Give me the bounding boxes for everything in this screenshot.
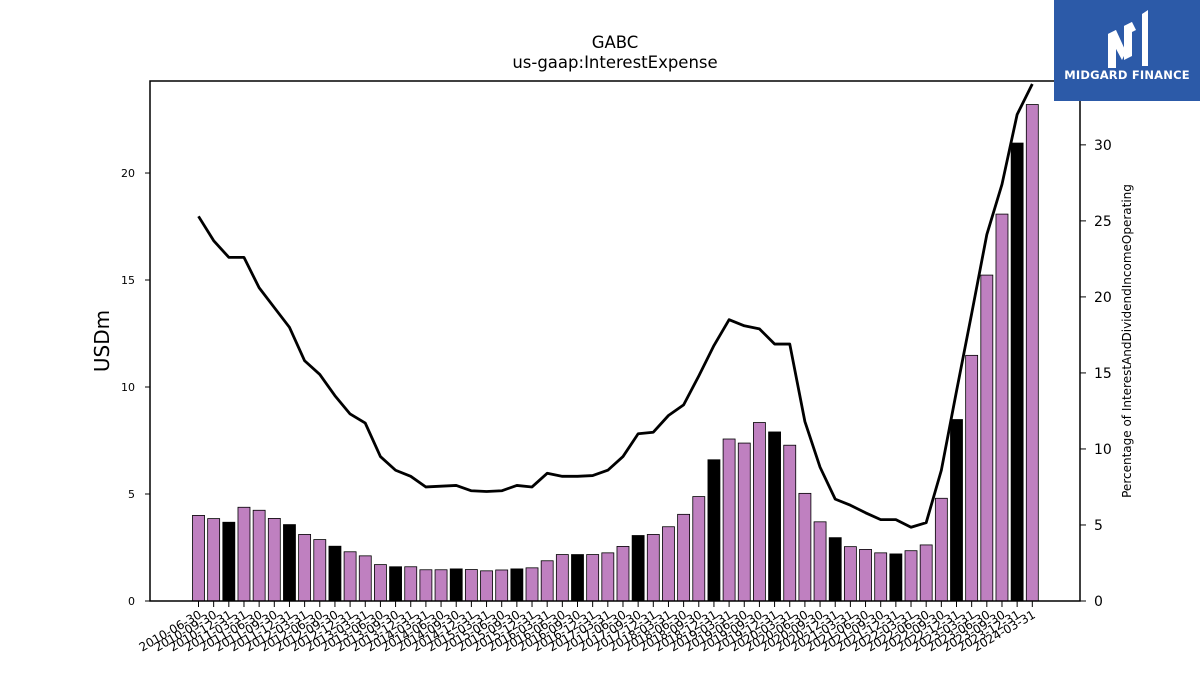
bar [813,521,827,602]
bar [722,438,736,602]
bar [1010,142,1024,602]
bar [449,568,463,602]
bar [510,568,524,602]
y-tick-label: 15 [121,274,135,287]
bar [222,521,236,602]
bar [753,422,766,602]
bar [934,497,948,602]
bar [328,545,342,602]
bar [692,496,706,602]
bar [646,534,660,602]
bar [737,442,751,602]
y2-tick-label: 25 [1094,214,1112,230]
bar [859,549,872,602]
bar [480,570,493,602]
bar [965,354,979,602]
bar [555,554,569,602]
bar [631,535,645,602]
bar [495,569,509,602]
bar [343,551,357,602]
bar [298,534,312,602]
bar [798,492,812,602]
y2-tick-label: 30 [1094,138,1112,154]
bar [616,546,630,602]
midgard-logo-icon [1108,10,1148,68]
bar [586,554,600,602]
bar [313,539,327,602]
bar [601,552,615,602]
y2-tick-label: 20 [1094,290,1112,306]
bar [571,554,584,602]
y2-tick-label: 0 [1094,594,1103,610]
chart-subtitle: us-gaap:InterestExpense [512,53,717,72]
bar [904,550,918,602]
bar [283,524,296,602]
line-layer [197,83,1034,529]
bar [525,567,539,602]
bar [768,431,781,602]
logo-text: MIDGARD FINANCE [1064,68,1190,82]
y2-axis-label: Percentage of InterestAndDividendIncomeO… [1120,184,1134,498]
plot-frame [149,80,1081,602]
bar [889,553,903,602]
bar [1025,104,1039,602]
y2-tick-label: 5 [1094,518,1103,534]
bar [252,509,266,602]
bar [677,513,691,602]
left-axis: 0 5 10 15 20 [121,167,150,608]
bar [374,564,387,602]
brand-logo: MIDGARD FINANCE [1054,0,1200,101]
y-axis-label: USDm [90,310,114,372]
bar [540,560,554,602]
bar [995,213,1009,602]
bar [828,537,842,602]
bar [950,419,963,602]
y-tick-label: 5 [128,488,135,501]
bar [237,506,251,602]
bar [419,569,433,602]
y2-tick-label: 10 [1094,442,1112,458]
y-tick-label: 10 [121,381,135,394]
bar [843,546,857,602]
chart-title: GABC [592,33,639,52]
bar [464,569,478,602]
bar [358,555,372,602]
y-tick-label: 0 [128,595,135,608]
bar [389,566,402,602]
bar [980,274,994,602]
bar [707,459,721,602]
bar [267,518,281,602]
bar [662,526,675,602]
y-tick-label: 20 [121,167,135,180]
y2-tick-label: 15 [1094,366,1112,382]
bar [919,544,933,602]
bar [404,566,418,602]
right-axis: 0 5 10 15 20 25 30 [1080,138,1112,610]
bar [192,515,205,602]
bar [434,569,448,602]
bar [874,552,888,602]
x-axis: 2010-06-302010-09-302010-12-312011-03-31… [137,601,1038,654]
line-series [197,83,1034,529]
bar [783,444,797,602]
bar [207,518,221,602]
